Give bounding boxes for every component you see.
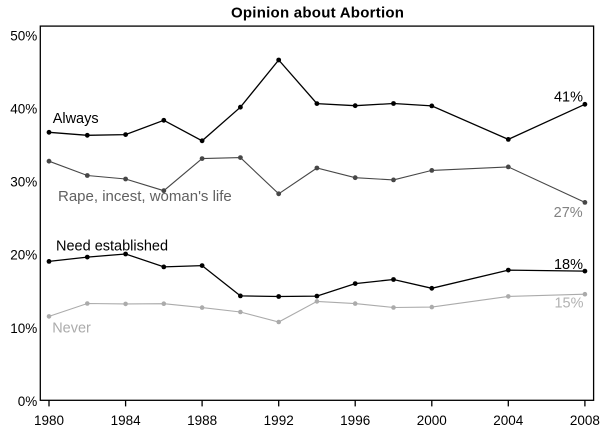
svg-text:30%: 30% bbox=[10, 175, 37, 190]
svg-text:18%: 18% bbox=[554, 257, 583, 273]
svg-text:40%: 40% bbox=[10, 102, 37, 117]
svg-text:Opinion about Abortion: Opinion about Abortion bbox=[231, 4, 404, 21]
svg-text:2008: 2008 bbox=[570, 413, 600, 428]
svg-text:Always: Always bbox=[53, 111, 99, 127]
svg-text:20%: 20% bbox=[10, 248, 37, 263]
svg-text:2004: 2004 bbox=[493, 413, 524, 428]
svg-text:1992: 1992 bbox=[264, 413, 294, 428]
svg-text:1988: 1988 bbox=[187, 413, 217, 428]
svg-text:Rape, incest, woman's life: Rape, incest, woman's life bbox=[58, 188, 232, 205]
svg-text:1980: 1980 bbox=[34, 413, 64, 428]
svg-text:27%: 27% bbox=[554, 205, 583, 221]
svg-text:15%: 15% bbox=[554, 296, 583, 312]
svg-text:2000: 2000 bbox=[417, 413, 447, 428]
svg-text:10%: 10% bbox=[10, 321, 37, 336]
svg-text:1996: 1996 bbox=[340, 413, 370, 428]
svg-text:Never: Never bbox=[52, 320, 91, 336]
svg-text:50%: 50% bbox=[10, 28, 37, 43]
svg-text:41%: 41% bbox=[554, 90, 583, 106]
svg-text:0%: 0% bbox=[18, 394, 38, 409]
svg-text:Need established: Need established bbox=[56, 239, 168, 255]
svg-text:1984: 1984 bbox=[111, 413, 142, 428]
